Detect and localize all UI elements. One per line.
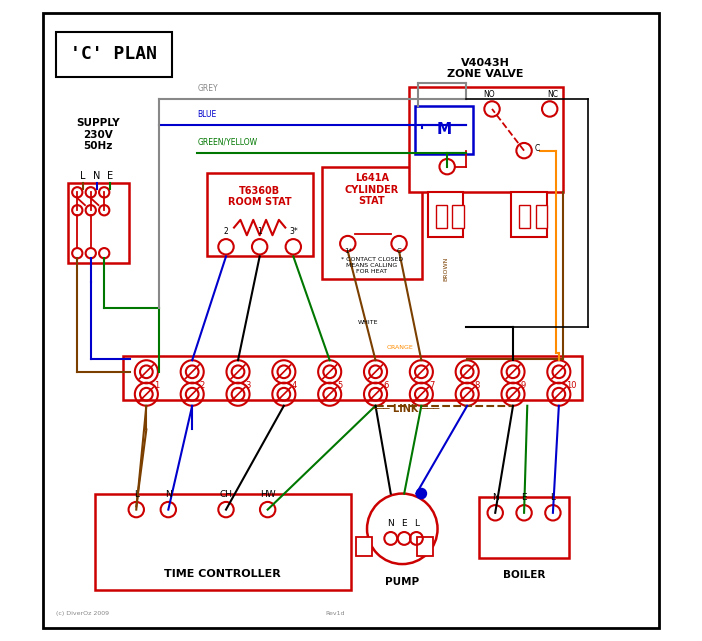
FancyBboxPatch shape [436,205,447,228]
Text: N: N [492,493,498,502]
Text: (c) DiverOz 2009: (c) DiverOz 2009 [56,612,110,617]
Text: BLUE: BLUE [197,110,216,119]
Text: N: N [165,490,172,499]
Text: ─── LINK ───: ─── LINK ─── [372,404,439,413]
Text: N: N [93,172,100,181]
FancyBboxPatch shape [356,537,372,556]
FancyBboxPatch shape [479,497,569,558]
Text: 'C' PLAN: 'C' PLAN [70,46,157,63]
Text: SUPPLY
230V
50Hz: SUPPLY 230V 50Hz [76,118,119,151]
Text: 1*: 1* [344,248,352,254]
Text: 3: 3 [246,381,251,390]
Text: 4: 4 [291,381,297,390]
FancyBboxPatch shape [519,205,531,228]
Text: NO: NO [483,90,495,99]
Text: E: E [107,172,113,181]
Text: E: E [522,493,527,502]
Text: M: M [437,122,451,137]
Text: BOILER: BOILER [503,570,545,581]
Text: T6360B
ROOM STAT: T6360B ROOM STAT [228,186,291,208]
Text: GREEN/YELLOW: GREEN/YELLOW [197,137,258,146]
FancyBboxPatch shape [415,106,472,154]
FancyBboxPatch shape [67,183,128,263]
Text: ORANGE: ORANGE [386,345,413,351]
Text: L641A
CYLINDER
STAT: L641A CYLINDER STAT [345,173,399,206]
Text: CH: CH [220,490,232,499]
Text: 8: 8 [475,381,480,390]
Text: E: E [402,519,407,528]
Text: 5: 5 [338,381,343,390]
Text: 10: 10 [567,381,577,390]
Text: 1: 1 [257,227,262,236]
FancyBboxPatch shape [124,356,582,400]
Text: PUMP: PUMP [385,577,419,587]
Circle shape [416,488,427,499]
FancyBboxPatch shape [207,173,312,256]
Text: 1: 1 [154,381,159,390]
FancyBboxPatch shape [95,494,351,590]
FancyBboxPatch shape [56,32,171,77]
Text: L: L [550,493,555,502]
Text: C: C [534,144,540,153]
FancyBboxPatch shape [536,205,547,228]
Text: C: C [397,248,402,254]
Text: 6: 6 [383,381,389,390]
Text: TIME CONTROLLER: TIME CONTROLLER [164,569,282,579]
FancyBboxPatch shape [44,13,658,628]
Text: HW: HW [260,490,275,499]
Text: N: N [388,519,394,528]
Text: V4043H
ZONE VALVE: V4043H ZONE VALVE [447,58,524,79]
Text: WHITE: WHITE [357,320,378,325]
FancyBboxPatch shape [511,192,546,237]
Text: NC: NC [548,90,558,99]
FancyBboxPatch shape [417,537,433,556]
Text: 2: 2 [200,381,205,390]
FancyBboxPatch shape [428,192,463,237]
Text: 3*: 3* [289,227,298,236]
Text: GREY: GREY [197,84,218,93]
FancyBboxPatch shape [452,205,464,228]
Text: Rev1d: Rev1d [325,612,345,617]
Text: 9: 9 [521,381,526,390]
FancyBboxPatch shape [409,87,562,192]
Text: L: L [134,490,139,499]
FancyBboxPatch shape [322,167,421,279]
Text: * CONTACT CLOSED
MEANS CALLING
FOR HEAT: * CONTACT CLOSED MEANS CALLING FOR HEAT [340,257,403,274]
Text: 7: 7 [429,381,435,390]
Text: 2: 2 [224,227,228,236]
Text: L: L [80,172,86,181]
Text: L: L [414,519,419,528]
Text: BROWN: BROWN [443,257,449,281]
